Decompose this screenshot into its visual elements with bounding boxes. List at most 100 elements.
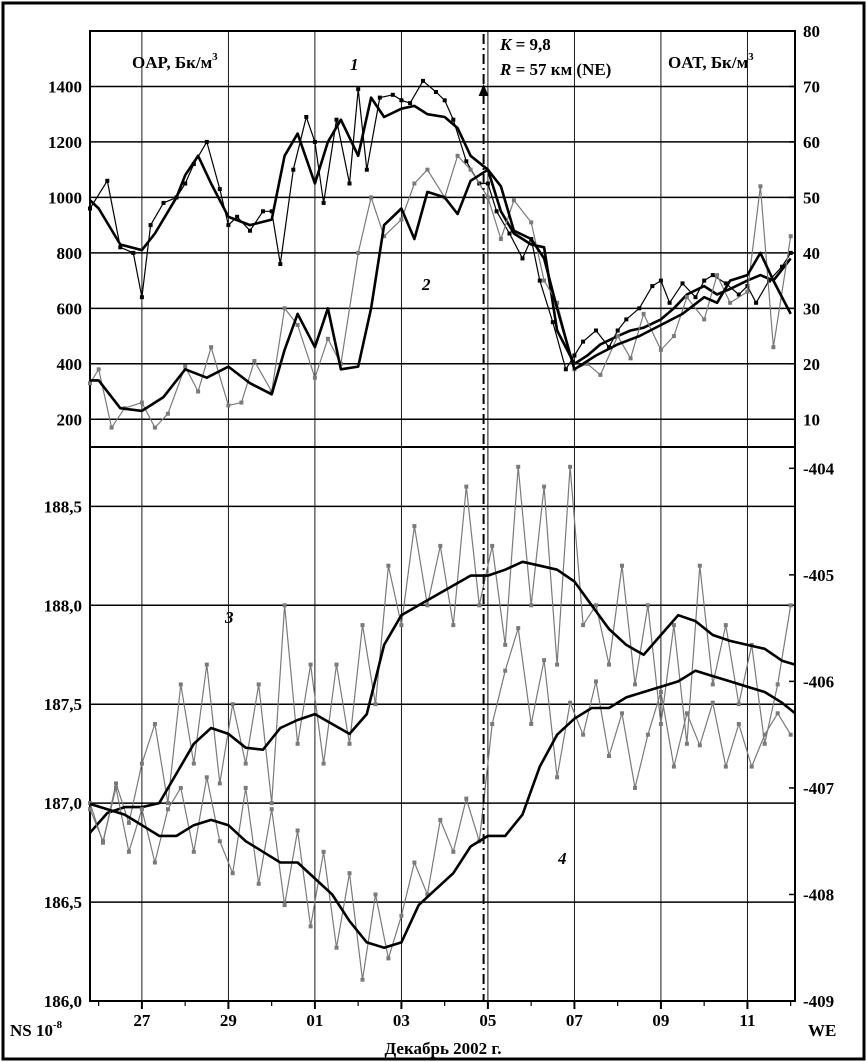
x-tick-label: 03 [393, 1011, 410, 1030]
y-right-tick-label-bottom: -404 [803, 459, 835, 478]
data-point-3-raw [775, 682, 780, 687]
data-point-2-raw [295, 323, 300, 327]
data-point-3-raw [658, 722, 663, 726]
y-left-tick-label-bottom: 188,0 [44, 596, 82, 615]
data-point-3-raw [334, 662, 339, 667]
y-right-tick-label-bottom: -406 [803, 672, 834, 691]
data-point-2-raw [165, 411, 170, 416]
data-point-3-raw [386, 563, 391, 568]
data-point-3-raw [620, 563, 624, 568]
data-point-3-raw [697, 563, 702, 568]
data-point-4-raw [723, 764, 728, 769]
data-point-4-raw [658, 690, 663, 694]
data-point-4-raw [373, 892, 378, 897]
data-point-4-raw [762, 732, 767, 737]
data-point-1-raw [139, 295, 144, 300]
data-point-2-raw [356, 250, 361, 255]
data-point-1-raw [702, 278, 707, 283]
bottom-panel-ticks: 186,0 186,5 187,0 187,5 188,0 188,5 -404 -405 -4… [44, 459, 835, 1011]
data-point-4-raw [256, 881, 261, 886]
data-point-2-raw [771, 345, 776, 350]
data-point-3-raw [464, 484, 469, 489]
data-point-3-raw [256, 682, 261, 687]
series-line-4-smooth [89, 669, 796, 949]
data-point-2-raw [152, 425, 157, 430]
data-point-3-raw [645, 603, 650, 608]
data-point-4-raw [399, 913, 404, 918]
data-point-3-raw [736, 702, 741, 707]
data-point-2-raw [715, 273, 720, 278]
data-point-4-raw [101, 839, 105, 844]
data-point-2-raw [96, 367, 101, 372]
data-point-1-raw [408, 101, 413, 106]
data-point-1-raw [572, 353, 577, 358]
data-point-1-raw [356, 87, 361, 92]
data-point-2-raw [252, 359, 257, 363]
data-point-1-raw [658, 278, 663, 283]
data-point-2-raw [658, 347, 663, 352]
data-point-4-raw [607, 754, 611, 758]
series-line-2-smooth [90, 168, 792, 413]
data-point-1-raw [723, 281, 728, 286]
data-point-3-raw [152, 722, 157, 726]
data-point-2-raw [758, 184, 763, 189]
data-point-3-raw [723, 623, 728, 628]
y-right-tick-label: 40 [803, 244, 820, 263]
data-point-4-raw [191, 849, 196, 854]
data-point-1-raw [451, 117, 456, 122]
data-point-4-raw [710, 700, 715, 705]
data-point-1-raw [788, 250, 793, 255]
data-point-1-raw [754, 300, 759, 305]
y-left-tick-label: 1400 [48, 77, 82, 96]
top-panel-ticks: 200 400 600 800 1000 1200 1400 10 20 30 40 50 60 70 80 [48, 22, 820, 429]
data-point-2-raw [109, 425, 114, 430]
data-point-1-raw [464, 159, 469, 164]
data-point-3-raw [788, 603, 793, 608]
x-tick-label: 07 [566, 1011, 584, 1030]
x-tick-label: 27 [133, 1011, 151, 1030]
y-right-tick-label-bottom: -405 [803, 566, 834, 585]
data-point-4-raw [178, 785, 183, 790]
data-point-3-raw [126, 820, 131, 825]
y-right-tick-label: 50 [803, 188, 820, 207]
data-point-3-raw [178, 682, 183, 687]
data-point-1-raw [581, 339, 586, 344]
data-point-2-raw [369, 195, 374, 200]
data-point-1-raw [434, 90, 438, 94]
data-point-4-raw [204, 775, 209, 780]
data-point-2-raw [412, 181, 417, 186]
data-point-2-raw [702, 317, 707, 322]
data-point-1-raw [780, 264, 784, 269]
data-point-1-raw [217, 187, 222, 192]
data-point-2-raw [485, 195, 490, 200]
y-right-tick-label: 30 [803, 299, 820, 318]
data-point-2-raw [239, 400, 244, 405]
data-point-1-raw [321, 200, 326, 205]
y-right-tick-label: 60 [803, 133, 820, 152]
data-point-2-raw [529, 220, 534, 225]
data-point-2-raw [468, 167, 473, 172]
annotation-k: K = 9,8 [499, 35, 551, 54]
data-point-4-raw [736, 722, 741, 726]
data-point-1-raw [291, 167, 296, 172]
data-point-4-raw [282, 903, 287, 908]
data-point-1-raw [312, 139, 317, 144]
data-point-2-raw [382, 234, 387, 239]
data-point-1-raw [248, 228, 252, 233]
data-point-1-raw [261, 209, 265, 214]
data-point-4-raw [412, 860, 417, 865]
left-axis-label-bottom: NS 10-8 [10, 1019, 63, 1040]
data-point-3-raw [762, 741, 767, 746]
data-point-1-raw [507, 231, 512, 236]
data-point-3-raw [607, 662, 611, 667]
data-point-3-raw [438, 543, 443, 548]
data-point-4-raw [684, 711, 689, 716]
data-point-3-raw [191, 761, 196, 766]
data-point-3-raw [399, 623, 404, 628]
data-point-2-raw [196, 389, 201, 394]
data-point-3-raw [684, 741, 689, 746]
data-point-4-raw [581, 732, 586, 737]
data-point-3-raw [295, 741, 300, 746]
series-line-2-raw [89, 155, 792, 429]
data-point-3-raw [503, 642, 508, 647]
